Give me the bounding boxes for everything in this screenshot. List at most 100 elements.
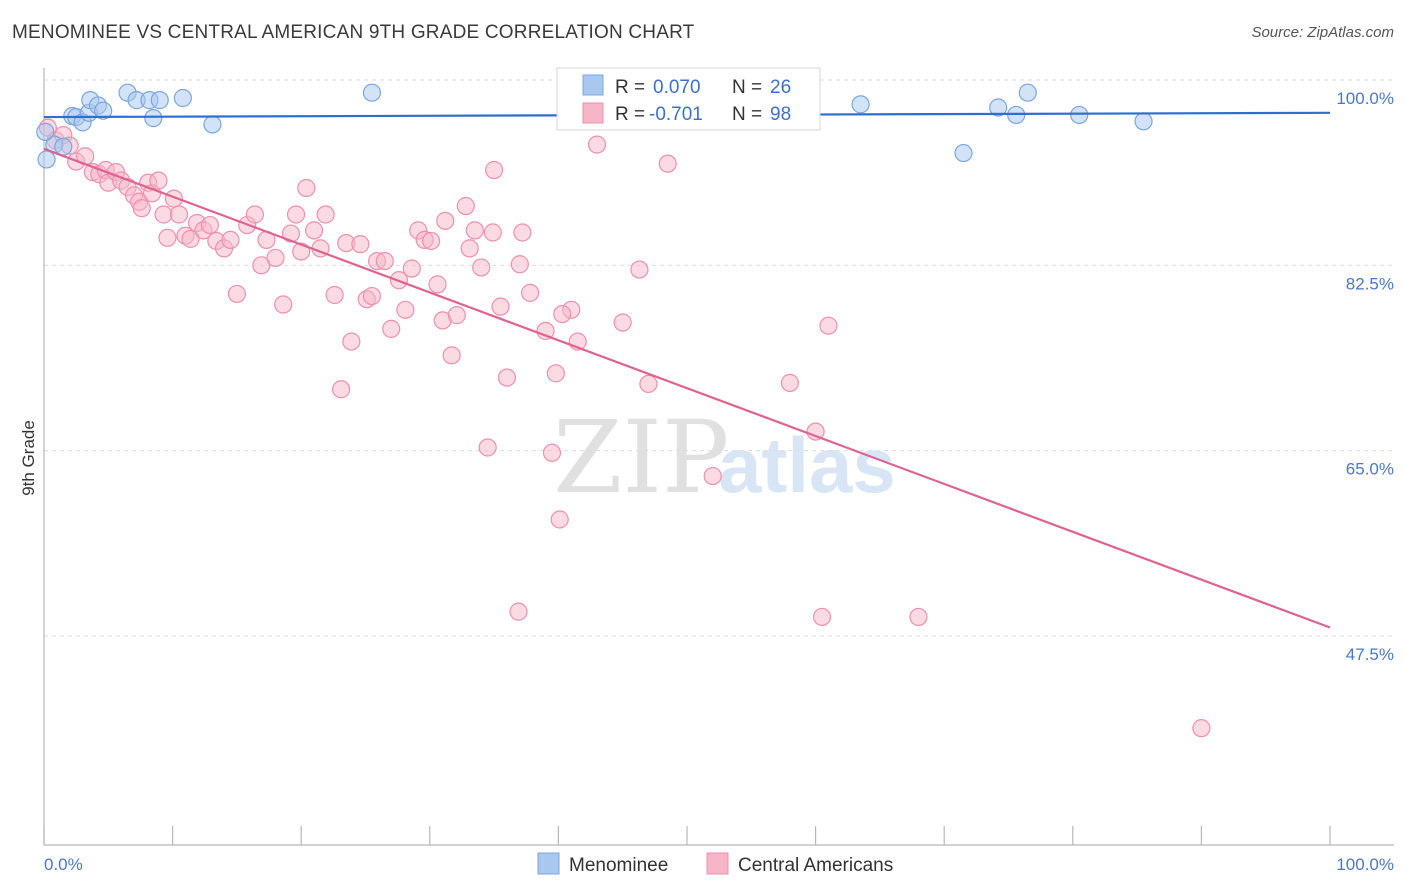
- central-americans-point-48: [342, 332, 361, 351]
- central-americans-point-31: [227, 284, 246, 304]
- trend-lines: [43, 111, 1331, 629]
- central-americans-point-19: [154, 205, 173, 224]
- legend-n-value-central-americans: 98: [770, 104, 791, 125]
- legend-swatch-central-americans: [582, 102, 604, 124]
- central-americans-point-87: [658, 154, 677, 173]
- central-americans-point-27: [200, 215, 219, 235]
- bottom-legend-swatch-menominee: [537, 852, 560, 875]
- stats-legend: R = 0.070 N = 26 R = -0.701 N = 98: [556, 67, 821, 131]
- central-americans-point-78: [542, 443, 562, 462]
- y-tick-label-1: 82.5%: [1346, 274, 1394, 293]
- legend-swatch-menominee: [582, 74, 604, 96]
- gridlines: [44, 79, 1394, 637]
- central-americans-point-53: [375, 251, 394, 271]
- menominee-point-23: [1070, 105, 1089, 125]
- central-americans-point-75: [513, 223, 532, 242]
- series-legend: Menominee Central Americans: [537, 852, 893, 876]
- central-americans-point-83: [587, 135, 607, 154]
- chart-source: Source: ZipAtlas.com: [1251, 24, 1394, 41]
- central-americans-point-92: [909, 607, 928, 627]
- menominee-point-25: [36, 122, 55, 141]
- central-americans-point-96: [509, 602, 528, 621]
- central-americans-point-37: [274, 295, 293, 314]
- legend-r-label-menominee: R =: [615, 77, 650, 98]
- central-americans-point-93: [1192, 719, 1211, 738]
- x-tick-label-min: 0.0%: [44, 855, 83, 874]
- bottom-legend-label-menominee: Menominee: [569, 855, 668, 876]
- central-americans-trend-line: [43, 147, 1331, 629]
- central-americans-point-84: [613, 313, 632, 332]
- central-americans-point-97: [812, 607, 832, 627]
- y-tick-label-0: 100.0%: [1336, 89, 1394, 108]
- central-americans-point-38: [281, 224, 301, 243]
- central-americans-point-90: [806, 422, 825, 441]
- central-americans-point-34: [252, 256, 271, 275]
- central-americans-point-18: [149, 171, 168, 190]
- menominee-point-18: [851, 95, 870, 114]
- central-americans-point-22: [169, 205, 189, 224]
- central-americans-point-73: [497, 368, 517, 387]
- central-americans-point-77: [536, 321, 555, 341]
- central-americans-point-71: [483, 223, 502, 242]
- central-americans-point-39: [286, 205, 306, 224]
- bottom-legend-label-central-americans: Central Americans: [738, 855, 893, 876]
- central-americans-point-41: [297, 178, 316, 198]
- x-axis-ticks: [43, 826, 1331, 845]
- central-americans-point-56: [396, 300, 415, 319]
- menominee-point-9: [94, 101, 113, 120]
- central-americans-point-24: [181, 229, 200, 248]
- central-americans-point-91: [819, 316, 838, 335]
- central-americans-point-36: [266, 248, 285, 268]
- central-americans-point-85: [630, 260, 649, 279]
- menominee-point-20: [989, 98, 1008, 117]
- central-americans-point-74: [510, 255, 529, 274]
- watermark: ZIP atlas: [553, 399, 896, 516]
- central-americans-point-66: [456, 196, 475, 216]
- watermark-atlas: atlas: [718, 421, 896, 509]
- legend-n-value-menominee: 26: [770, 77, 791, 98]
- menominee-point-17: [362, 83, 382, 102]
- y-axis-title: 9th Grade: [19, 420, 38, 496]
- legend-r-label-central-americans: R =: [615, 104, 650, 125]
- central-americans-point-65: [447, 306, 466, 325]
- central-americans-point-33: [245, 205, 265, 224]
- legend-r-value-central-americans: -0.701: [649, 104, 703, 125]
- legend-n-label-central-americans: N =: [732, 104, 767, 125]
- central-americans-point-46: [331, 380, 351, 399]
- watermark-zip: ZIP: [553, 399, 729, 516]
- menominee-point-16: [203, 115, 222, 134]
- central-americans-point-88: [703, 466, 722, 486]
- y-tick-label-2: 65.0%: [1346, 460, 1394, 479]
- central-americans-point-79: [546, 364, 565, 383]
- central-americans-point-20: [158, 228, 177, 247]
- menominee-point-15: [173, 88, 192, 108]
- central-americans-point-76: [521, 283, 540, 302]
- central-americans-point-80: [550, 510, 569, 529]
- menominee-point-13: [144, 109, 163, 128]
- central-americans-point-95: [485, 160, 504, 180]
- central-americans-point-60: [421, 231, 441, 251]
- menominee-point-24: [1134, 112, 1153, 131]
- y-axis-tick-labels: 100.0% 82.5% 65.0% 47.5%: [1336, 89, 1394, 664]
- central-americans-point-72: [491, 297, 510, 316]
- central-americans-point-63: [436, 211, 455, 230]
- menominee-point-14: [150, 91, 169, 110]
- bottom-legend-swatch-central-americans: [706, 852, 729, 875]
- central-americans-point-94: [553, 304, 572, 324]
- central-americans-point-44: [316, 205, 335, 224]
- central-americans-point-42: [304, 221, 324, 240]
- central-americans-point-45: [325, 285, 344, 305]
- menominee-point-22: [1018, 83, 1037, 102]
- menominee-point-19: [954, 143, 973, 163]
- x-tick-label-max: 100.0%: [1336, 855, 1394, 874]
- central-americans-point-54: [382, 319, 401, 338]
- central-americans-point-67: [460, 239, 479, 258]
- series-central-americans: [38, 118, 1211, 738]
- central-americans-point-49: [351, 235, 370, 254]
- central-americans-point-57: [402, 259, 421, 278]
- central-americans-point-86: [639, 374, 658, 394]
- legend-r-value-menominee: 0.070: [653, 77, 701, 98]
- central-americans-point-51: [362, 286, 382, 306]
- central-americans-point-69: [472, 258, 491, 277]
